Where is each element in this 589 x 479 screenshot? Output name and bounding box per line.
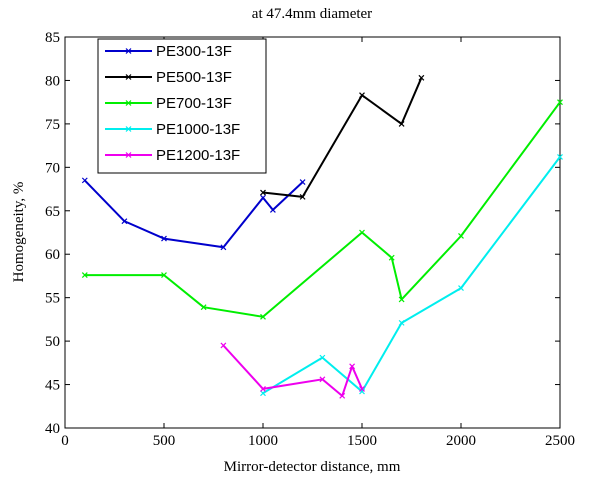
data-point-marker (458, 233, 464, 239)
data-point-marker (388, 254, 395, 261)
data-point-marker (557, 153, 563, 160)
data-point-marker (319, 376, 326, 383)
data-point-marker (220, 342, 227, 349)
legend-label-pe1000-13f: PE1000-13F (156, 121, 240, 138)
series-pe500-13f (260, 74, 425, 200)
legend-label-pe700-13f: PE700-13F (156, 95, 232, 112)
series-pe1200-13f (220, 342, 365, 399)
x-tick-label: 500 (153, 433, 176, 449)
legend-label-pe500-13f: PE500-13F (156, 69, 232, 86)
data-point-marker (349, 363, 356, 370)
data-point-marker (339, 392, 346, 399)
series-pe700-13f (81, 99, 563, 320)
data-point-marker (269, 206, 276, 213)
legend-marker-pe700-13f (125, 100, 132, 106)
y-axis-label: Homogeneity, % (11, 182, 27, 283)
y-tick-label: 50 (45, 334, 60, 350)
legend-label-pe1200-13f: PE1200-13F (156, 147, 240, 164)
data-point-marker (260, 390, 266, 397)
data-point-marker (260, 313, 266, 320)
data-point-marker (359, 385, 365, 392)
series-line-pe1200-13f (222, 344, 363, 397)
y-tick-label: 60 (45, 247, 60, 263)
series-pe300-13f (81, 177, 306, 251)
series-line-pe1000-13f (262, 156, 561, 395)
data-point-marker (161, 272, 167, 278)
legend: PE300-13F PE500-13F PE700-13F PE1000-13F PE1… (97, 38, 267, 174)
series-group (81, 74, 563, 399)
y-tick-label: 70 (45, 160, 60, 176)
data-point-marker (220, 244, 227, 251)
y-tick-label: 85 (45, 30, 60, 46)
y-tick-label: 55 (45, 291, 60, 307)
data-point-marker (260, 189, 266, 196)
data-point-marker (299, 179, 306, 186)
plot-area-frame (64, 36, 561, 429)
legend-box (97, 38, 267, 174)
y-tick-label: 75 (45, 117, 60, 133)
data-point-marker (81, 272, 88, 278)
x-tick-label: 2500 (545, 433, 575, 449)
data-point-marker (557, 99, 563, 106)
data-point-marker (359, 92, 365, 99)
y-tick-label: 45 (45, 378, 60, 394)
legend-marker-pe1000-13f (125, 126, 132, 132)
data-point-marker (398, 120, 405, 127)
data-point-marker (260, 194, 266, 201)
data-point-marker (121, 218, 128, 225)
legend-marker-pe300-13f (125, 48, 132, 54)
data-point-marker (200, 304, 207, 311)
y-tick-label: 80 (45, 73, 60, 89)
data-point-marker (398, 319, 405, 326)
axis-ticks: 0 500 1000 1500 2000 2500 40 45 50 55 60 65 70 75 80 85 (45, 30, 575, 449)
y-tick-label: 40 (45, 421, 60, 437)
data-point-marker (260, 385, 266, 392)
legend-marker-pe500-13f (125, 74, 132, 80)
data-point-marker (319, 354, 326, 361)
data-point-marker (299, 193, 306, 200)
x-tick-label: 2000 (446, 433, 476, 449)
legend-label-pe300-13f: PE300-13F (156, 43, 232, 60)
y-tick-label: 65 (45, 204, 60, 220)
data-point-marker (458, 285, 464, 292)
data-point-marker (418, 74, 425, 81)
x-axis-label: Mirror-detector distance, mm (224, 459, 401, 475)
data-point-marker (398, 296, 405, 303)
data-point-marker (81, 177, 88, 184)
data-point-marker (359, 229, 365, 236)
legend-marker-pe1200-13f (125, 152, 132, 158)
data-point-marker (161, 235, 167, 242)
x-tick-label: 0 (61, 433, 69, 449)
chart-title: at 47.4mm diameter (252, 6, 372, 22)
x-tick-label: 1000 (248, 433, 278, 449)
x-tick-label: 1500 (347, 433, 377, 449)
